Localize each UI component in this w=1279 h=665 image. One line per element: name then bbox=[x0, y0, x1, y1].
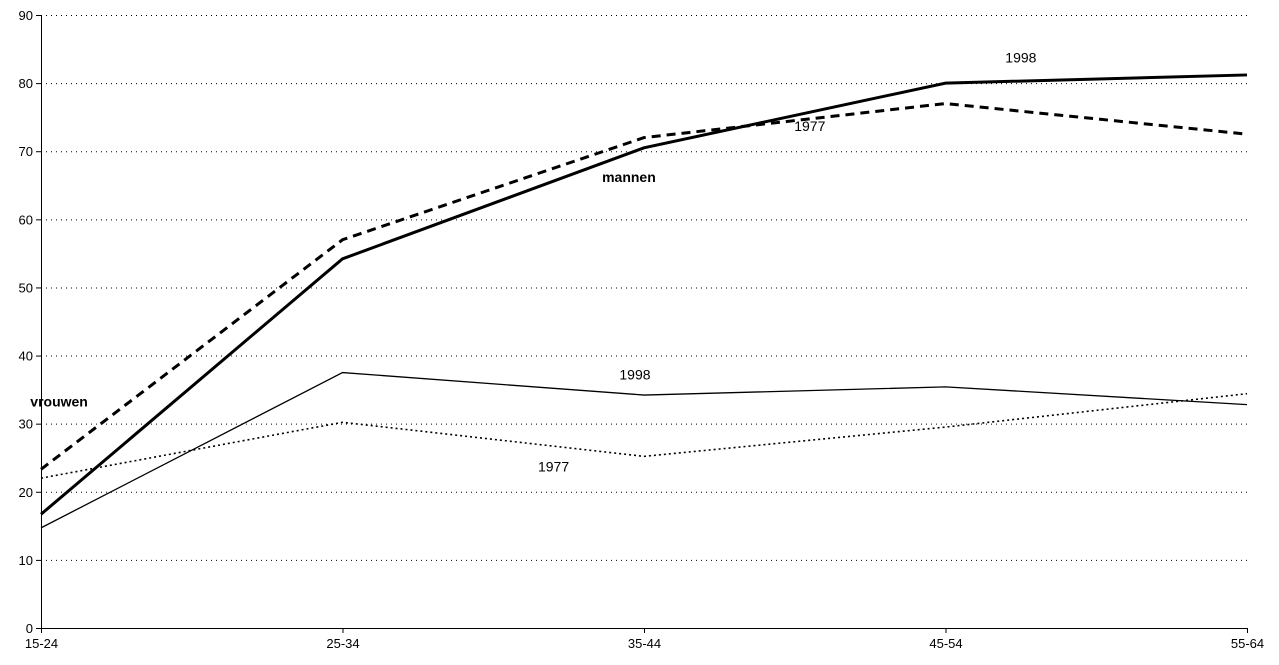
annotations: 1998 1977 mannen 1998 vrouwen 1977 bbox=[30, 50, 1036, 475]
y-tick-label: 10 bbox=[19, 553, 33, 568]
series-line-vrouwen-1998 bbox=[40, 371, 1248, 529]
x-tick-label: 15-24 bbox=[25, 636, 58, 651]
y-tick-label: 60 bbox=[19, 212, 33, 227]
series-lines bbox=[40, 73, 1248, 529]
x-tick-labels: 15-24 25-34 35-44 45-54 55-64 bbox=[25, 628, 1264, 651]
y-tick-label: 20 bbox=[19, 485, 33, 500]
annotation-label: vrouwen bbox=[30, 394, 88, 410]
y-tick-label: 70 bbox=[19, 144, 33, 159]
y-tick-label: 30 bbox=[19, 417, 33, 432]
y-tick-label: 0 bbox=[26, 621, 33, 636]
annotation-label: 1998 bbox=[1005, 50, 1036, 66]
y-tick-label: 50 bbox=[19, 280, 33, 295]
x-tick-label: 45-54 bbox=[929, 636, 962, 651]
x-tick-label: 35-44 bbox=[628, 636, 661, 651]
axes bbox=[41, 15, 1247, 629]
series-line-vrouwen-1977 bbox=[40, 392, 1248, 479]
annotation-label: 1977 bbox=[794, 118, 825, 134]
y-tick-label: 90 bbox=[19, 8, 33, 23]
x-tick-label: 25-34 bbox=[326, 636, 359, 651]
series-line-mannen-1977 bbox=[40, 102, 1248, 471]
annotation-label: 1998 bbox=[619, 366, 650, 382]
series-line-mannen-1998 bbox=[40, 73, 1248, 516]
x-tick-label: 55-64 bbox=[1231, 636, 1264, 651]
y-tick-label: 40 bbox=[19, 349, 33, 364]
annotation-label: mannen bbox=[602, 169, 656, 185]
y-tick-labels: 0 10 20 30 40 50 60 70 80 90 bbox=[19, 8, 41, 636]
gridlines bbox=[41, 15, 1247, 561]
y-tick-label: 80 bbox=[19, 76, 33, 91]
annotation-label: 1977 bbox=[538, 458, 569, 474]
